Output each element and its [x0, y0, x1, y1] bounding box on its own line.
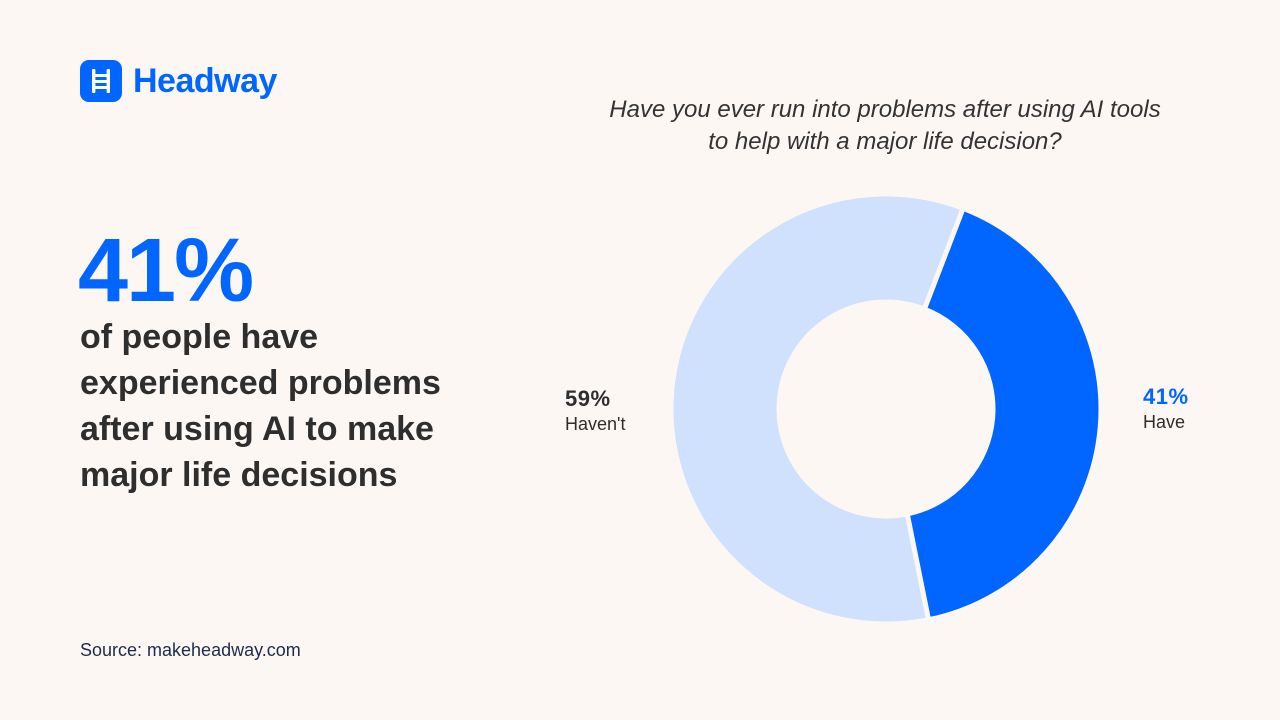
- donut-slice-have: [904, 205, 1104, 623]
- slice-label-havent: 59% Haven't: [565, 386, 625, 436]
- slice-percent-have: 41%: [1143, 384, 1189, 409]
- brand-logo: Headway: [80, 60, 277, 102]
- brand-name: Headway: [133, 62, 277, 100]
- ladder-icon: [80, 60, 122, 102]
- slice-label-have: 41% Have: [1143, 384, 1189, 434]
- headline-text: of people have experienced problems afte…: [80, 318, 441, 494]
- slice-name-havent: Haven't: [565, 414, 626, 434]
- donut-slice-havent: [668, 191, 966, 627]
- chart-title: Have you ever run into problems after us…: [609, 96, 1161, 155]
- headline-stat: 41%: [78, 221, 254, 321]
- slice-name-have: Have: [1143, 412, 1186, 432]
- source-note: Source: makeheadway.com: [80, 640, 301, 660]
- slice-percent-havent: 59%: [565, 386, 611, 411]
